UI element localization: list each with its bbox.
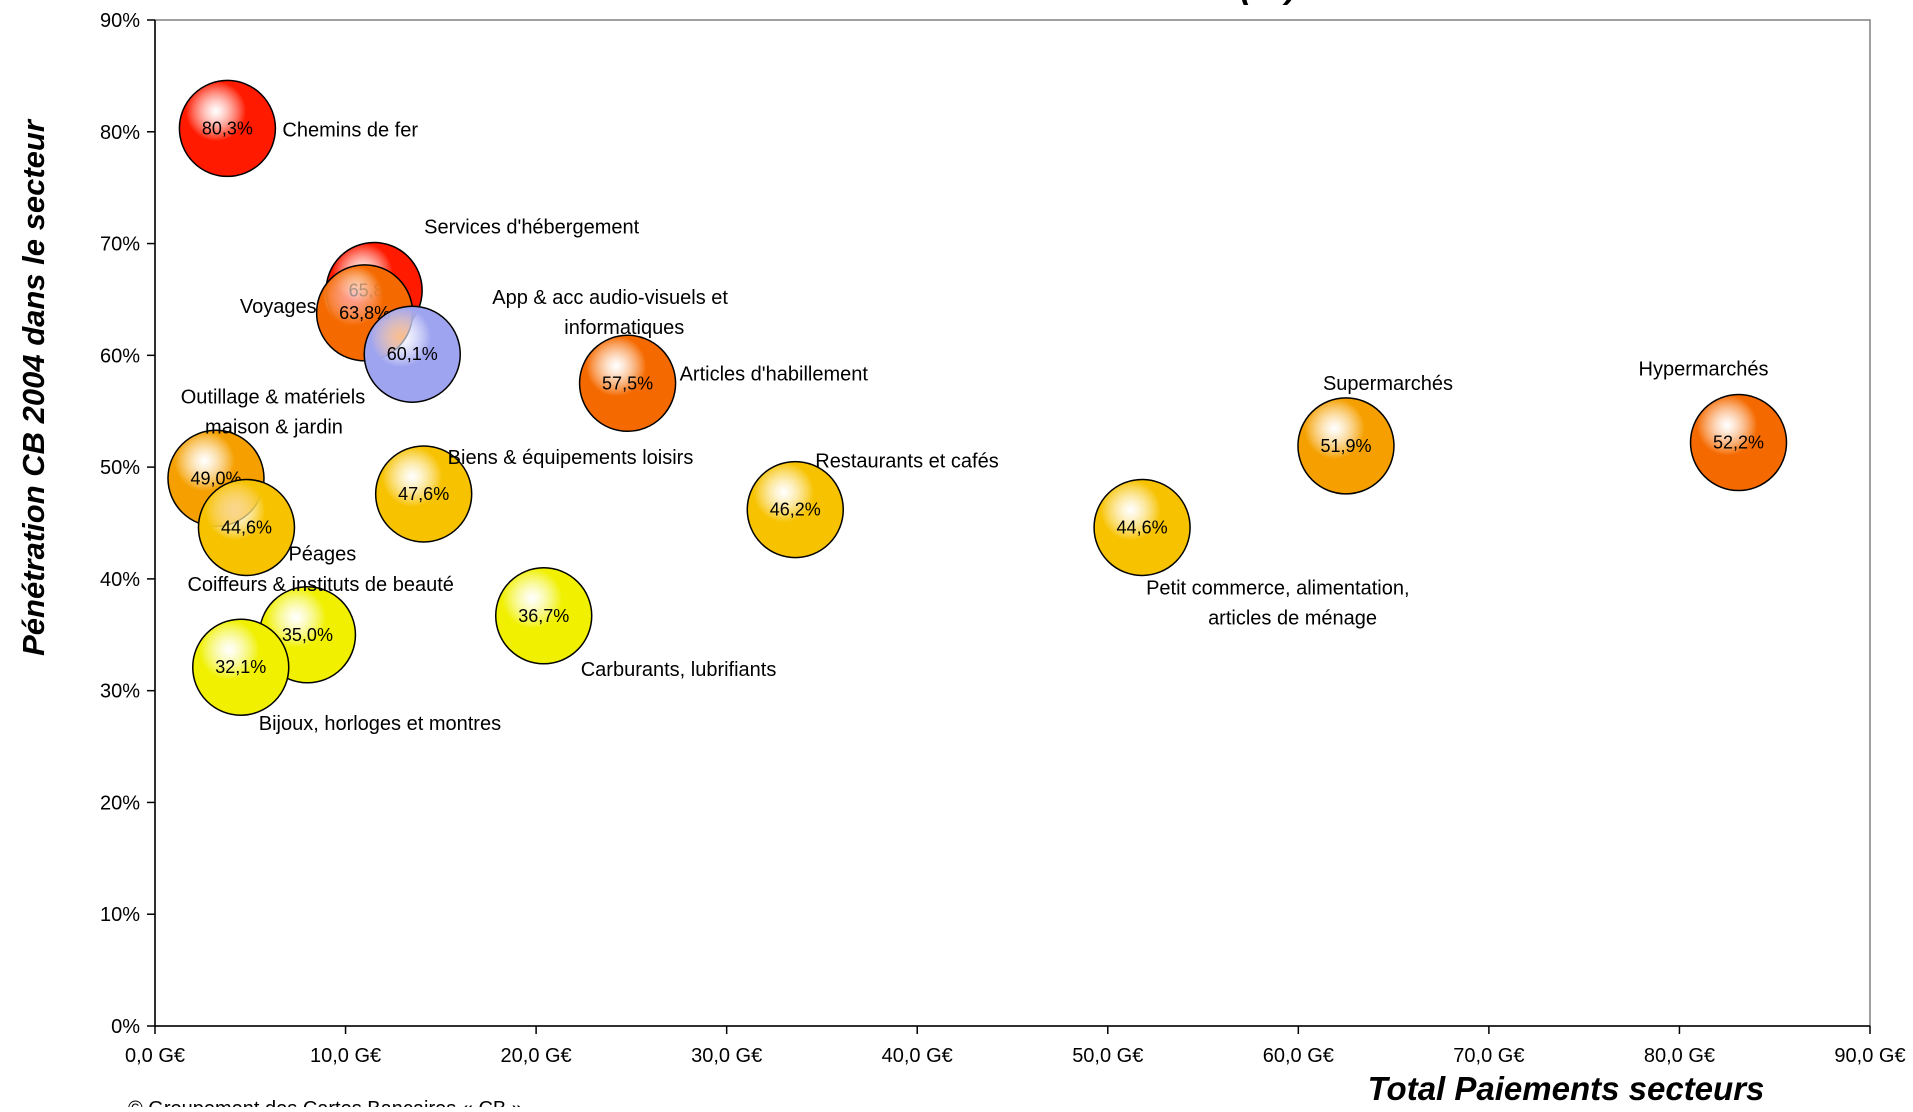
bubble-value-label: 63,8% — [339, 303, 390, 323]
bubble-value-label: 80,3% — [202, 118, 253, 138]
bubble-value-label: 32,1% — [215, 657, 266, 677]
bubble — [178, 79, 277, 178]
y-tick-label: 60% — [100, 345, 140, 367]
bubble-value-label: 35,0% — [282, 625, 333, 645]
bubble — [578, 334, 677, 433]
bubble — [197, 478, 296, 577]
bubble-category-label: Péages — [288, 543, 356, 565]
bubble-category-label: maison & jardin — [205, 416, 343, 438]
bubble-value-label: 47,6% — [398, 484, 449, 504]
x-tick-label: 50,0 G€ — [1072, 1045, 1143, 1067]
x-tick-label: 60,0 G€ — [1263, 1045, 1334, 1067]
x-tick-label: 0,0 G€ — [125, 1045, 185, 1067]
axes: 0,0 G€ 10,0 G€ 20,0 G€ 30,0 G€ 40,0 G€ 50,0 G… — [100, 10, 1906, 1067]
bubble-value-label: 52,2% — [1713, 433, 1764, 453]
bubble-value-label: 46,2% — [770, 500, 821, 520]
bubble — [363, 305, 461, 403]
bubble-category-label: Petit commerce, alimentation, — [1146, 577, 1409, 599]
y-tick-label: 50% — [100, 457, 140, 479]
bubble-category-label: Bijoux, horloges et montres — [259, 713, 501, 735]
x-axis-title: Total Paiements secteurs — [1368, 1070, 1765, 1107]
bubble-category-label: Supermarchés — [1323, 373, 1453, 395]
bubble-category-label: Voyages — [240, 296, 317, 318]
bubbles: 80,3%65,8%63,8%60,1%57,5%49,0%44,6%47,6%… — [167, 79, 1788, 716]
bubble-value-label: 51,9% — [1320, 436, 1371, 456]
x-tick-label: 40,0 G€ — [882, 1045, 953, 1067]
bubble-category-label: articles de ménage — [1208, 607, 1377, 629]
x-tick-label: 20,0 G€ — [501, 1045, 572, 1067]
y-tick-label: 10% — [100, 904, 140, 926]
bubble — [192, 618, 290, 716]
bubble — [1093, 478, 1191, 577]
bubble-value-label: 36,7% — [518, 606, 569, 626]
bubble-category-label: Chemins de fer — [282, 119, 418, 141]
x-tick-label: 90,0 G€ — [1834, 1045, 1905, 1067]
y-tick-label: 30% — [100, 681, 140, 703]
x-tick-label: 10,0 G€ — [310, 1045, 381, 1067]
bubble — [746, 460, 845, 559]
bubble-category-label: Services d'hébergement — [424, 217, 639, 239]
bubble-category-label: Carburants, lubrifiants — [581, 659, 777, 681]
bubble-category-label: Articles d'habillement — [680, 363, 869, 385]
bubble-value-label: 44,6% — [221, 517, 272, 537]
y-tick-label: 40% — [100, 569, 140, 591]
bubble-category-label: Restaurants et cafés — [815, 451, 998, 473]
y-tick-label: 80% — [100, 122, 140, 144]
bubble — [374, 445, 473, 543]
y-tick-label: 90% — [100, 10, 140, 32]
bubble-category-label: Outillage & matériels — [181, 386, 366, 408]
y-axis-title: Pénétration CB 2004 dans le secteur — [16, 118, 51, 656]
y-tick-label: 70% — [100, 234, 140, 256]
bubble-category-label: Biens & équipements loisirs — [448, 447, 694, 469]
x-tick-label: 30,0 G€ — [691, 1045, 762, 1067]
bubble — [1297, 397, 1395, 495]
bubble-value-label: 44,6% — [1117, 517, 1168, 537]
x-tick-label: 70,0 G€ — [1453, 1045, 1524, 1067]
bubble-category-label: Coiffeurs & instituts de beauté — [187, 574, 453, 596]
chart-title: (…) — [1240, 0, 1297, 6]
bubble-value-label: 60,1% — [387, 344, 438, 364]
bubble-category-label: Hypermarchés — [1639, 359, 1769, 381]
bubble-category-label: App & acc audio-visuels et — [492, 287, 728, 309]
y-tick-label: 0% — [111, 1016, 140, 1038]
y-tick-label: 20% — [100, 792, 140, 814]
footer-note: © Groupement des Cartes Bancaires « CB » — [128, 1098, 523, 1107]
bubble — [1689, 393, 1788, 492]
bubble-value-label: 57,5% — [602, 373, 653, 393]
bubble — [494, 567, 593, 665]
x-tick-label: 80,0 G€ — [1644, 1045, 1715, 1067]
bubble-category-label: informatiques — [564, 317, 684, 339]
point-labels: Chemins de fer Services d'hébergement Voya… — [181, 119, 1769, 735]
